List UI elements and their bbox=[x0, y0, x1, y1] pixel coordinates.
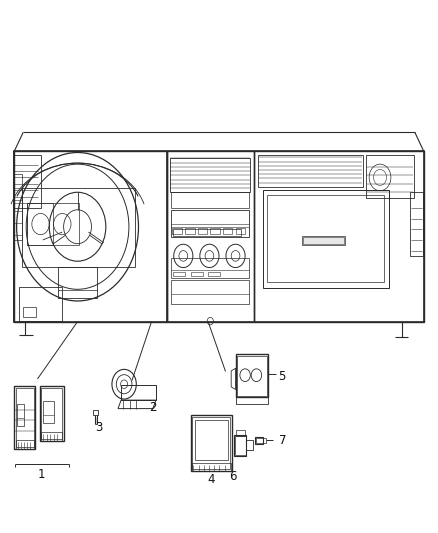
Bar bbox=[258, 155, 363, 187]
Bar bbox=[40, 386, 64, 441]
Bar bbox=[170, 158, 250, 192]
Bar bbox=[262, 190, 389, 288]
Bar bbox=[42, 432, 62, 441]
Bar bbox=[191, 415, 232, 471]
Bar bbox=[366, 155, 414, 198]
Bar bbox=[14, 151, 424, 322]
Bar bbox=[19, 287, 62, 321]
Text: 3: 3 bbox=[95, 421, 103, 434]
Text: 1: 1 bbox=[38, 468, 45, 481]
Text: 6: 6 bbox=[230, 471, 237, 483]
Bar bbox=[192, 417, 230, 469]
Bar bbox=[410, 192, 423, 256]
Bar bbox=[208, 272, 220, 276]
Text: 7: 7 bbox=[279, 434, 286, 447]
Bar bbox=[236, 398, 268, 404]
Bar bbox=[14, 174, 22, 240]
Bar bbox=[43, 401, 54, 423]
Bar bbox=[195, 420, 228, 460]
Bar bbox=[22, 188, 135, 266]
Bar bbox=[191, 272, 203, 276]
Bar bbox=[223, 228, 233, 233]
Bar bbox=[302, 236, 345, 245]
Bar bbox=[198, 228, 207, 233]
Bar bbox=[255, 438, 262, 443]
Bar bbox=[210, 228, 220, 233]
Bar bbox=[267, 195, 385, 282]
Bar bbox=[254, 437, 263, 444]
Text: 4: 4 bbox=[207, 473, 215, 486]
Bar bbox=[14, 386, 35, 449]
Bar bbox=[93, 410, 99, 415]
Bar bbox=[121, 385, 156, 400]
Bar bbox=[234, 434, 247, 456]
Bar bbox=[14, 155, 41, 208]
Bar bbox=[27, 203, 53, 245]
Bar bbox=[16, 388, 34, 447]
Bar bbox=[237, 356, 267, 396]
Bar bbox=[167, 151, 254, 322]
Bar bbox=[254, 151, 424, 322]
Bar bbox=[185, 228, 194, 233]
Bar bbox=[173, 229, 241, 236]
Bar bbox=[236, 228, 245, 233]
Bar bbox=[17, 405, 24, 425]
Bar bbox=[23, 308, 36, 317]
Bar bbox=[236, 430, 245, 435]
Bar bbox=[16, 440, 34, 449]
Bar bbox=[171, 258, 250, 278]
Bar bbox=[58, 266, 97, 298]
Bar bbox=[14, 151, 167, 322]
Bar bbox=[171, 280, 250, 304]
Bar bbox=[236, 354, 268, 398]
Bar bbox=[303, 237, 344, 244]
Text: 2: 2 bbox=[148, 400, 156, 414]
Bar bbox=[171, 192, 250, 208]
Bar bbox=[192, 463, 231, 471]
Bar bbox=[173, 272, 185, 276]
Bar bbox=[41, 388, 62, 439]
Text: 5: 5 bbox=[278, 370, 286, 383]
Bar bbox=[235, 435, 246, 455]
Bar bbox=[173, 228, 182, 233]
Bar bbox=[27, 203, 79, 245]
Bar bbox=[247, 440, 253, 450]
Bar bbox=[171, 210, 250, 237]
